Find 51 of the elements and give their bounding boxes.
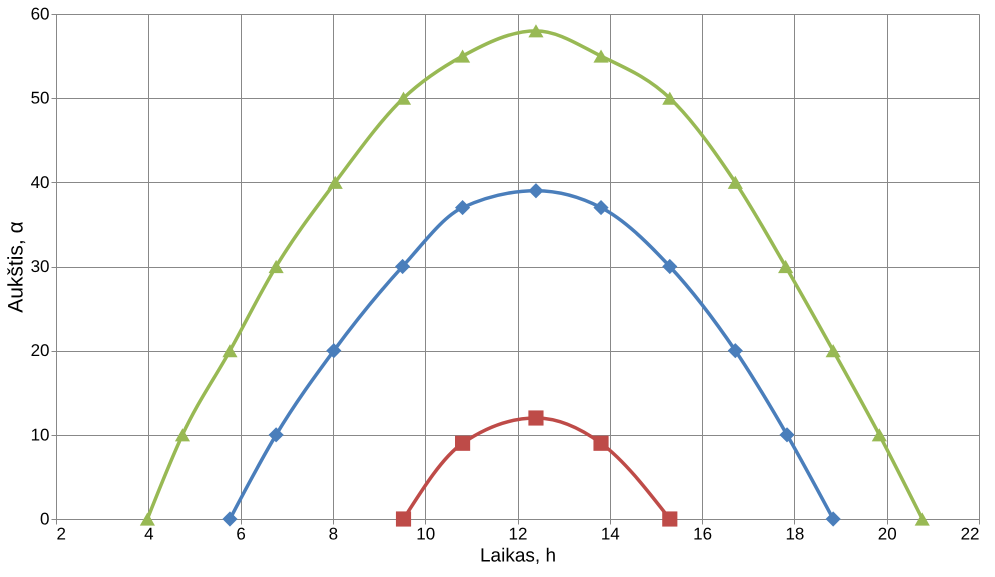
x-tick-label: 16 <box>693 524 712 544</box>
point <box>396 511 412 527</box>
x-tick-label: 18 <box>785 524 804 544</box>
point <box>826 511 841 527</box>
point <box>395 258 410 274</box>
x-tick-label: 12 <box>508 524 528 544</box>
y-tick-label: 0 <box>40 510 50 528</box>
point <box>593 436 609 451</box>
point <box>528 410 544 426</box>
point <box>140 512 155 526</box>
point <box>728 176 743 189</box>
point <box>528 24 544 38</box>
x-tick-label: 10 <box>416 524 436 544</box>
point <box>222 511 238 527</box>
point <box>396 92 412 105</box>
x-tick-label: 20 <box>878 524 897 544</box>
point <box>662 92 678 105</box>
point <box>872 428 887 442</box>
point <box>455 200 470 216</box>
x-axis-title: Laikas, h <box>480 546 556 566</box>
point <box>174 428 190 442</box>
point <box>455 436 470 451</box>
x-tick-label: 4 <box>144 524 154 544</box>
y-tick-label: 60 <box>30 4 50 24</box>
point <box>662 511 678 527</box>
point <box>826 344 841 358</box>
x-tick-label: 8 <box>328 524 338 544</box>
point <box>268 427 284 442</box>
point <box>222 344 238 358</box>
point <box>778 260 794 274</box>
y-tick-label: 40 <box>30 172 50 192</box>
y-tick-label: 10 <box>30 425 50 444</box>
x-tick-label: 6 <box>236 524 246 544</box>
y-axis-title: Aukštis, α <box>4 221 28 313</box>
point <box>268 260 284 274</box>
point <box>328 176 343 189</box>
point <box>662 258 678 274</box>
point <box>455 50 470 63</box>
y-tick-label: 30 <box>30 257 50 276</box>
x-tick-label: 14 <box>600 524 620 544</box>
y-tick-label: 20 <box>30 341 50 360</box>
x-tick-label: 2 <box>56 524 66 544</box>
x-tick-label: 22 <box>960 524 980 544</box>
y-tick-label: 50 <box>30 88 50 108</box>
point <box>779 427 795 442</box>
point <box>593 200 609 216</box>
point <box>593 50 609 63</box>
point <box>528 183 544 198</box>
point <box>326 343 342 358</box>
point <box>728 343 743 358</box>
point <box>914 512 930 526</box>
